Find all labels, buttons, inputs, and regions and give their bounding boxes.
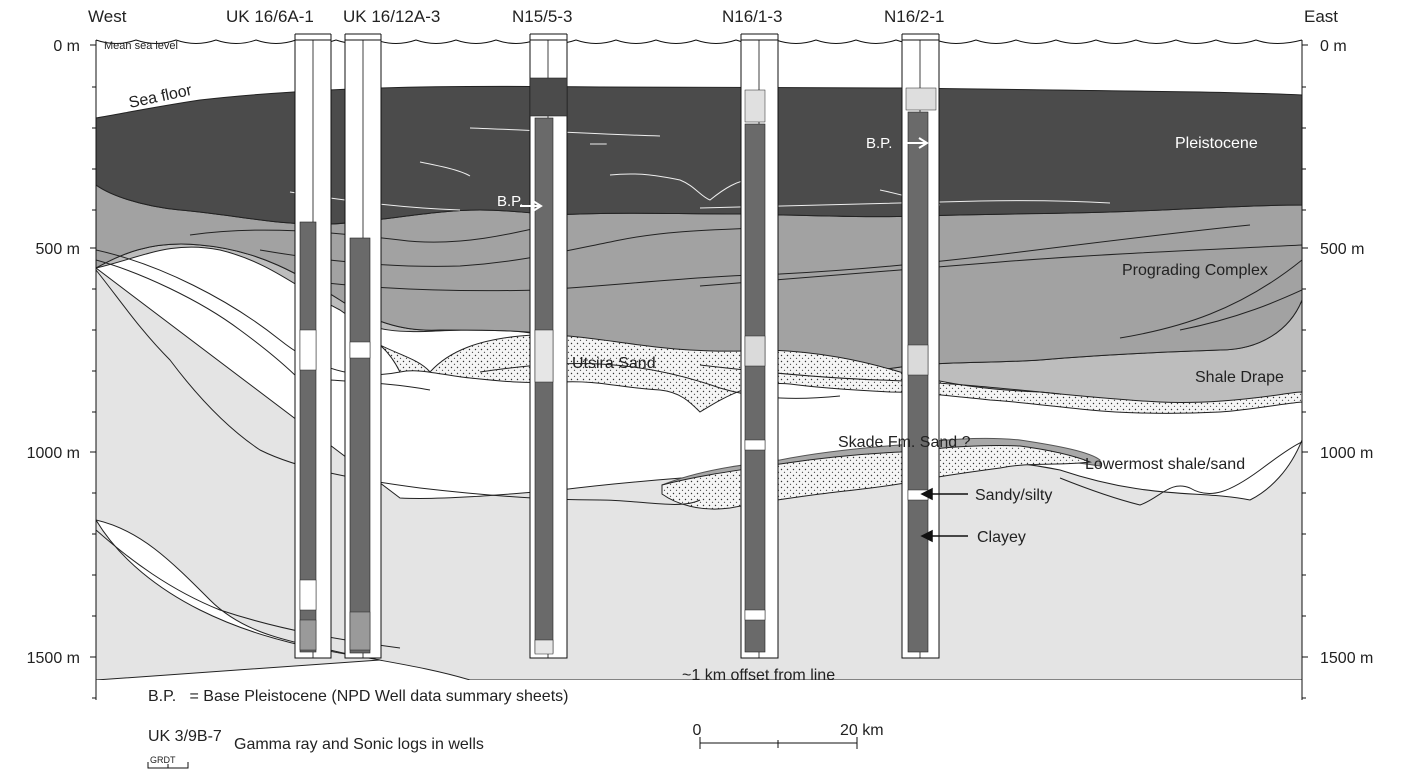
horizon-line bbox=[1179, 289, 1302, 331]
horizon-line bbox=[1119, 259, 1302, 339]
depth-tick-label: 0 m bbox=[53, 38, 80, 55]
horizon-line bbox=[96, 259, 301, 381]
horizon-line bbox=[299, 224, 1251, 292]
depth-tick-label: 1500 m bbox=[27, 650, 80, 667]
offset-note: ~1 km offset from line bbox=[682, 667, 835, 684]
left-depth-axis bbox=[90, 40, 97, 700]
bp-marker: B.P. bbox=[497, 193, 523, 210]
depth-tick-label: 0 m bbox=[1320, 38, 1347, 55]
east-label: East bbox=[1304, 7, 1338, 26]
depth-tick-label: 1500 m bbox=[1320, 650, 1373, 667]
right-depth-axis bbox=[1301, 40, 1308, 700]
well-label: N15/5-3 bbox=[512, 7, 572, 26]
legend-description: Gamma ray and Sonic logs in wells bbox=[234, 736, 484, 753]
well-column bbox=[344, 33, 382, 659]
horizon-line bbox=[699, 244, 1302, 287]
unit-label: Utsira Sand bbox=[572, 355, 656, 372]
well-label: UK 16/6A-1 bbox=[226, 7, 314, 26]
lowermost-base-right bbox=[1059, 441, 1302, 506]
sandy-arrow-icon bbox=[920, 487, 968, 501]
unit-label: Prograding Complex bbox=[1122, 262, 1268, 279]
unit-label: Pleistocene bbox=[1175, 135, 1258, 152]
pleistocene-layer bbox=[96, 85, 1302, 225]
well-label: N16/1-3 bbox=[722, 7, 782, 26]
sandy-label: Sandy/silty bbox=[975, 487, 1052, 504]
legend-well-label: UK 3/9B-7 bbox=[148, 728, 222, 745]
well-label: UK 16/12A-3 bbox=[343, 7, 440, 26]
well-column bbox=[740, 33, 779, 659]
bp-arrow-icon bbox=[520, 200, 543, 212]
bp-definition: B.P. = Base Pleistocene (NPD Well data s… bbox=[148, 688, 568, 705]
grdt-bracket bbox=[147, 762, 189, 769]
well-column bbox=[294, 33, 332, 659]
scale-start-label: 0 bbox=[693, 722, 702, 739]
scale-end-label: 20 km bbox=[840, 722, 884, 739]
well-column bbox=[901, 33, 940, 659]
mean-sea-level-label: Mean sea level bbox=[104, 40, 178, 52]
depth-tick-label: 500 m bbox=[36, 241, 80, 258]
bp-arrow-icon bbox=[904, 137, 929, 149]
clayey-label: Clayey bbox=[977, 529, 1026, 546]
lowermost-layer bbox=[96, 267, 1302, 680]
well-label: N16/2-1 bbox=[884, 7, 944, 26]
clayey-arrow-icon bbox=[920, 529, 968, 543]
legend-grdt: GRDT bbox=[150, 755, 176, 765]
layers bbox=[96, 85, 1302, 680]
sea-surface-line bbox=[95, 39, 1303, 44]
depth-tick-label: 1000 m bbox=[1320, 445, 1373, 462]
depth-tick-label: 500 m bbox=[1320, 241, 1364, 258]
horizon-line bbox=[189, 221, 561, 243]
unit-label: Skade Fm. Sand ? bbox=[838, 434, 971, 451]
well-column bbox=[529, 33, 568, 659]
bp-marker: B.P. bbox=[866, 135, 892, 152]
unit-label: Shale Drape bbox=[1195, 369, 1284, 386]
west-label: West bbox=[88, 7, 127, 26]
unit-label: Lowermost shale/sand bbox=[1085, 456, 1245, 473]
utsira-sand-body bbox=[379, 334, 1302, 414]
depth-tick-label: 1000 m bbox=[27, 445, 80, 462]
scale-bar bbox=[699, 737, 858, 749]
